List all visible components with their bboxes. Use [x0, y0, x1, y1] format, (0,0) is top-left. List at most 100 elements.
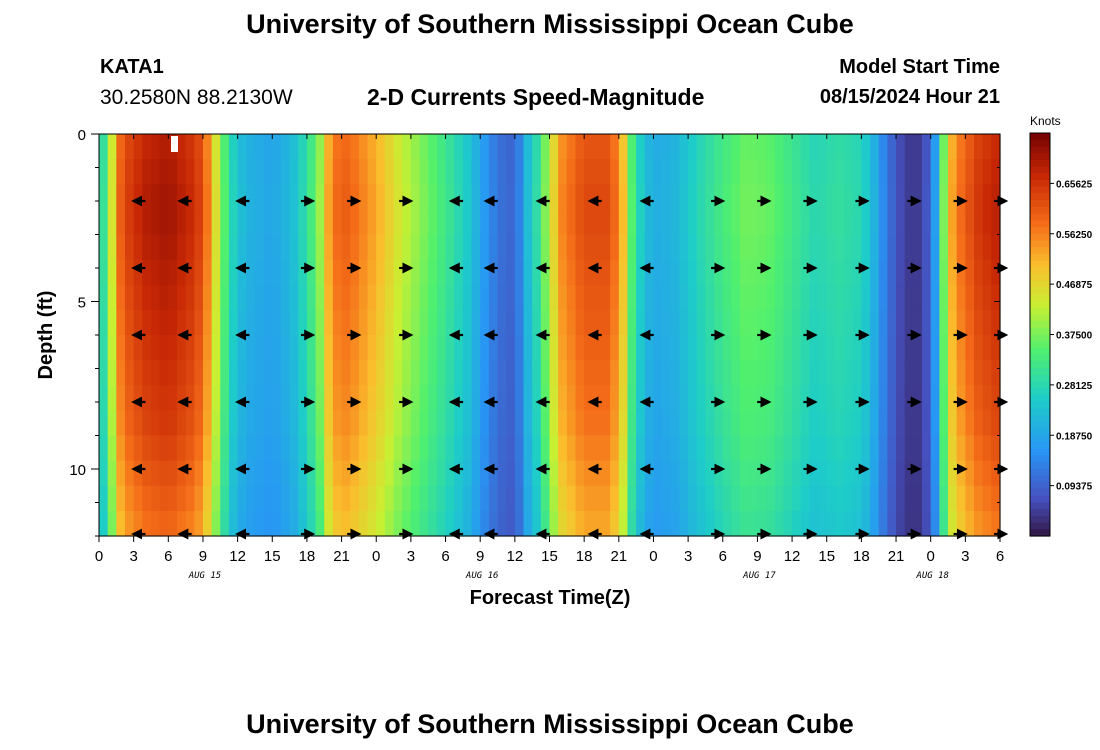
heatmap-cell	[532, 510, 542, 537]
heatmap-cell	[930, 134, 940, 160]
heatmap-cell	[818, 435, 828, 462]
heatmap-cell	[497, 510, 507, 537]
heatmap-cell	[696, 284, 707, 311]
heatmap-cell	[783, 284, 793, 311]
heatmap-cell	[246, 159, 256, 185]
heatmap-cell	[471, 460, 481, 487]
heatmap-cell	[610, 234, 620, 261]
heatmap-cell	[211, 184, 221, 210]
heatmap-cell	[488, 259, 499, 286]
heatmap-cell	[159, 335, 169, 361]
heatmap-cell	[280, 159, 291, 185]
heatmap-cell	[870, 410, 880, 437]
heatmap-cell	[722, 360, 733, 386]
heatmap-cell	[367, 259, 377, 286]
colorbar-segment	[1030, 180, 1050, 188]
heatmap-cell	[445, 309, 455, 336]
heatmap-cell	[748, 209, 759, 236]
heatmap-cell	[627, 309, 637, 336]
heatmap-cell	[107, 335, 117, 361]
colorbar-segment	[1030, 200, 1050, 208]
heatmap-cell	[254, 435, 265, 462]
heatmap-cell	[445, 410, 455, 437]
heatmap-cell	[566, 234, 577, 261]
heatmap-cell	[965, 410, 975, 437]
heatmap-cell	[454, 460, 464, 487]
heatmap-cell	[653, 159, 663, 185]
heatmap-cell	[150, 309, 161, 336]
heatmap-cell	[211, 309, 221, 336]
heatmap-cell	[722, 159, 733, 185]
heatmap-cell	[419, 360, 429, 386]
heatmap-cell	[220, 360, 230, 386]
heatmap-cell	[384, 184, 395, 210]
heatmap-cell	[696, 209, 707, 236]
heatmap-cell	[792, 335, 802, 361]
heatmap-cell	[809, 510, 819, 537]
heatmap-cell	[315, 510, 325, 537]
heatmap-cell	[705, 385, 715, 411]
heatmap-cell	[254, 259, 265, 286]
heatmap-cell	[887, 485, 897, 512]
heatmap-cell	[800, 284, 810, 311]
y-tick-label: 0	[78, 127, 86, 144]
heatmap-cell	[124, 435, 135, 462]
heatmap-cell	[662, 184, 672, 210]
heatmap-cell	[930, 435, 940, 462]
heatmap-cell	[159, 284, 169, 311]
heatmap-cell	[523, 510, 533, 537]
heatmap-cell	[220, 385, 230, 411]
heatmap-cell	[289, 209, 299, 236]
heatmap-cell	[566, 159, 577, 185]
colorbar-segment	[1030, 300, 1050, 309]
heatmap-cell	[956, 435, 966, 462]
heatmap-cell	[142, 184, 152, 210]
heatmap-cell	[358, 385, 369, 411]
heatmap-cell	[488, 385, 499, 411]
heatmap-cell	[341, 184, 351, 210]
heatmap-cell	[956, 259, 966, 286]
heatmap-cell	[263, 259, 273, 286]
heatmap-cell	[644, 360, 655, 386]
heatmap-cell	[358, 510, 369, 537]
heatmap-cell	[324, 259, 334, 286]
heatmap-cell	[532, 259, 542, 286]
heatmap-cell	[159, 385, 169, 411]
heatmap-cell	[662, 159, 672, 185]
heatmap-cell	[514, 184, 525, 210]
colorbar-segment	[1030, 435, 1050, 443]
heatmap-cell	[974, 435, 984, 462]
heatmap-cell	[861, 284, 871, 311]
heatmap-cell	[315, 385, 325, 411]
heatmap-cell	[194, 435, 204, 462]
heatmap-cell	[956, 134, 966, 160]
heatmap-cell	[514, 209, 525, 236]
heatmap-cell	[913, 460, 923, 487]
heatmap-cell	[748, 184, 759, 210]
heatmap-cell	[462, 309, 473, 336]
heatmap-cell	[757, 435, 767, 462]
heatmap-cell	[540, 309, 551, 336]
heatmap-cell	[618, 435, 629, 462]
heatmap-cell	[211, 435, 221, 462]
heatmap-cell	[367, 134, 377, 160]
heatmap-cell	[211, 209, 221, 236]
heatmap-cell	[99, 510, 109, 537]
heatmap-cell	[965, 335, 975, 361]
heatmap-cell	[454, 510, 464, 537]
heatmap-cell	[211, 360, 221, 386]
heatmap-cell	[471, 209, 481, 236]
heatmap-cell	[280, 385, 291, 411]
heatmap-cell	[124, 209, 135, 236]
heatmap-cell	[792, 435, 802, 462]
heatmap-cell	[748, 159, 759, 185]
heatmap-cell	[636, 485, 646, 512]
heatmap-cell	[705, 284, 715, 311]
heatmap-cell	[306, 335, 317, 361]
heatmap-cell	[332, 510, 343, 537]
heatmap-cell	[384, 435, 395, 462]
heatmap-cell	[982, 435, 992, 462]
heatmap-cell	[844, 209, 854, 236]
heatmap-cell	[618, 234, 629, 261]
heatmap-cell	[852, 410, 862, 437]
